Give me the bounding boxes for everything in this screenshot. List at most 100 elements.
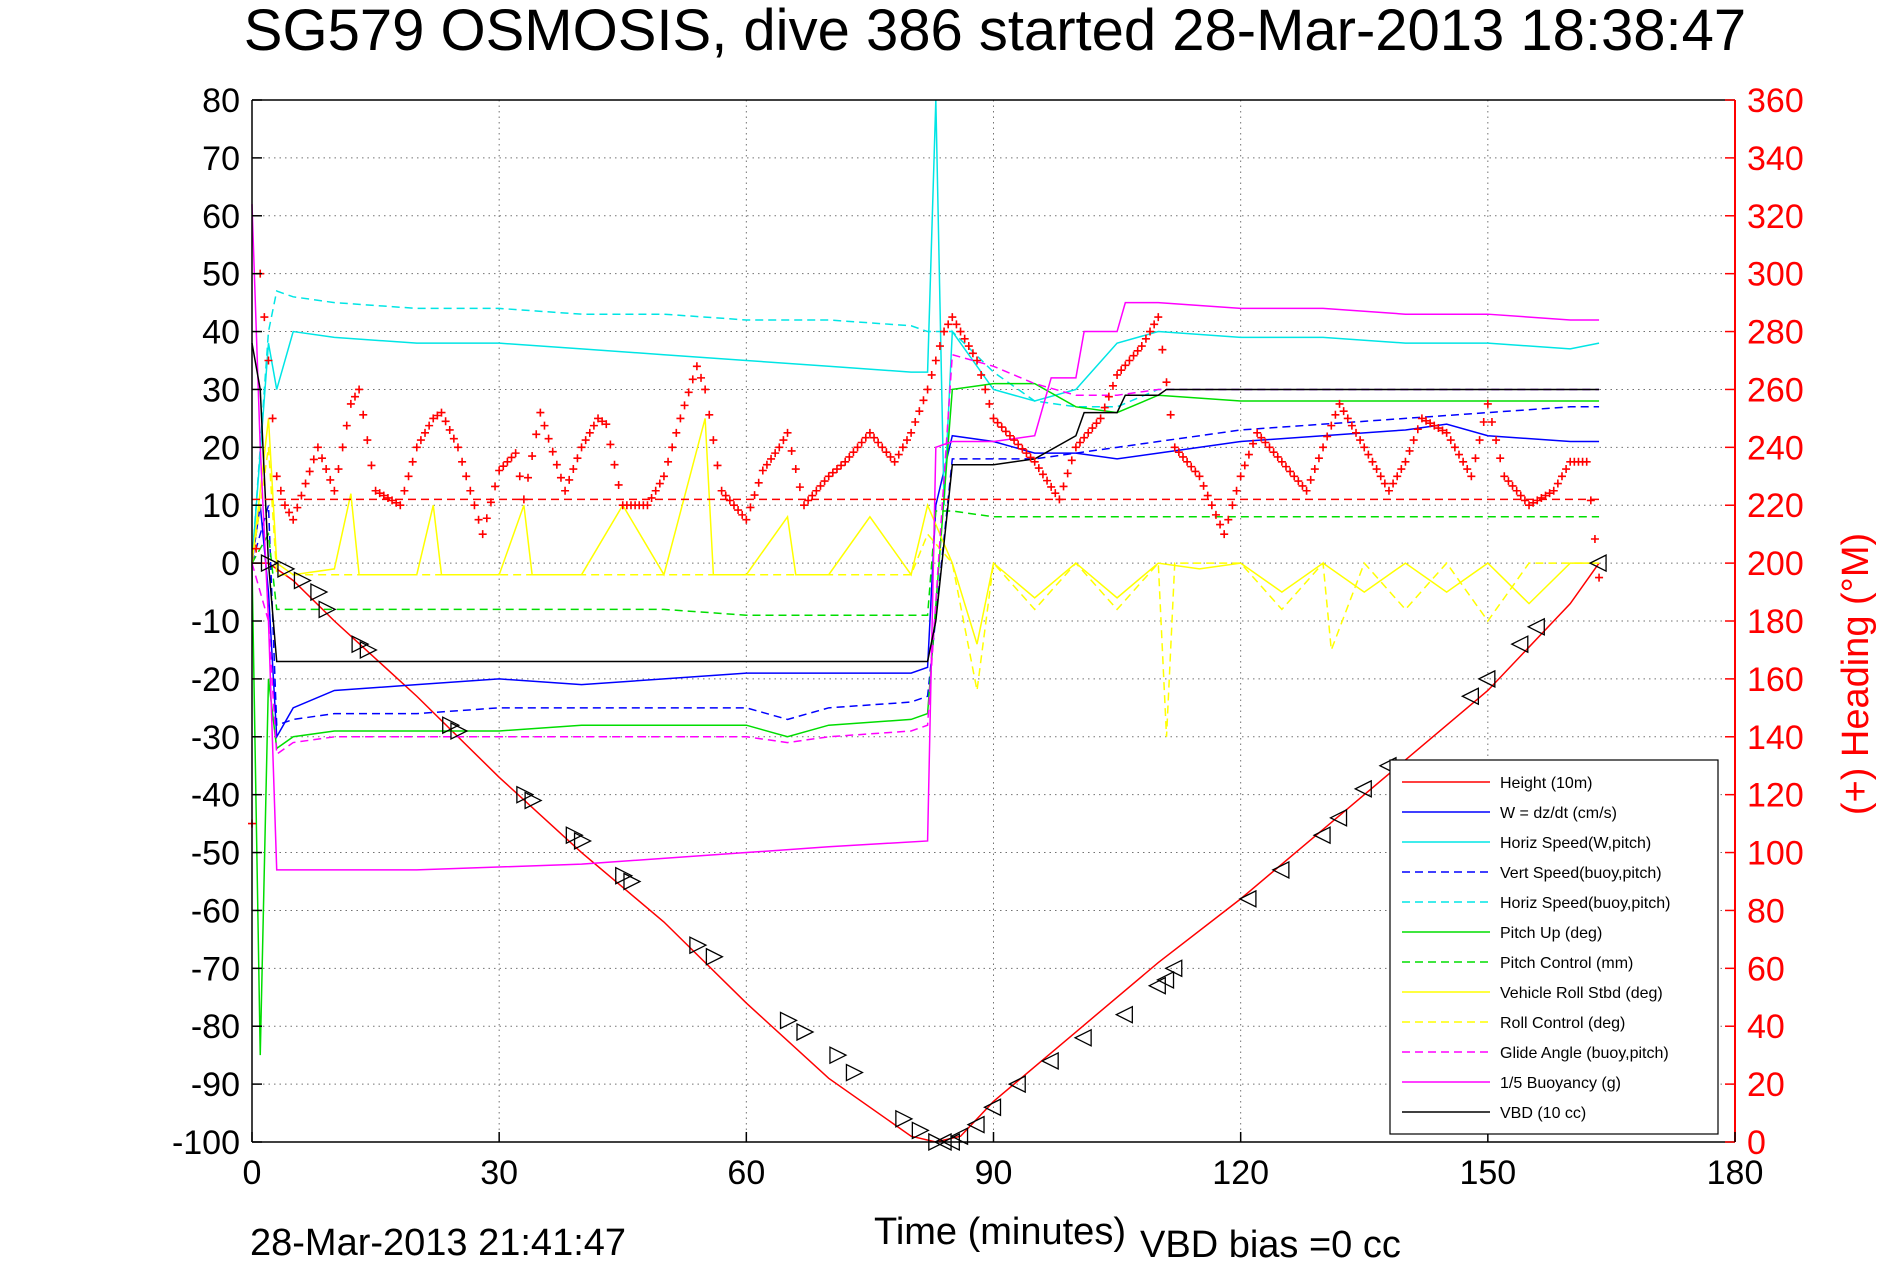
heading-point	[1273, 452, 1282, 461]
heading-point	[993, 418, 1002, 427]
waypoint-marker	[796, 1022, 815, 1042]
heading-point	[952, 320, 961, 329]
legend-entry: Height (10m)	[1500, 775, 1592, 792]
heading-point	[762, 460, 771, 469]
heading-point	[1356, 436, 1365, 445]
heading-point	[1582, 457, 1591, 466]
waypoint-marker	[310, 583, 329, 602]
heading-point	[301, 479, 310, 488]
heading-point	[832, 465, 841, 474]
waypoint-marker	[1040, 1051, 1059, 1071]
heading-point	[940, 327, 949, 336]
heading-point	[1557, 472, 1566, 481]
heading-point	[1191, 467, 1200, 476]
legend-entry: W = dz/dt (cm/s)	[1500, 805, 1617, 822]
legend-entry: 1/5 Buoyancy (g)	[1500, 1075, 1621, 1092]
waypoint-marker	[705, 947, 724, 966]
heading-point	[865, 428, 874, 437]
pitch-control-mm-line	[251, 510, 1600, 616]
heading-point	[1038, 470, 1047, 479]
pitch-up-deg-line	[251, 382, 1600, 1056]
heading-point	[1541, 491, 1550, 500]
heading-point	[1549, 486, 1558, 495]
heading-point	[289, 515, 298, 524]
waypoint-marker	[983, 1098, 1002, 1117]
heading-point	[1393, 472, 1402, 481]
heading-point	[598, 417, 607, 426]
heading-point	[305, 467, 314, 476]
left-tick-label: 70	[202, 140, 240, 178]
heading-point	[837, 461, 846, 470]
heading-point	[1323, 432, 1332, 441]
x-tick-label: 120	[1212, 1154, 1269, 1192]
left-tick-label: 20	[202, 429, 240, 467]
heading-point	[433, 411, 442, 420]
heading-point	[1059, 482, 1068, 491]
heading-point	[676, 414, 685, 423]
heading-point	[581, 436, 590, 445]
heading-point	[573, 454, 582, 463]
glide-angle-buoy-pitch-line	[251, 353, 1600, 756]
heading-point	[1331, 410, 1340, 419]
heading-point	[1117, 366, 1126, 375]
heading-point	[944, 320, 953, 329]
waypoint-marker	[1477, 669, 1496, 688]
heading-point	[1178, 452, 1187, 461]
x-tick-label: 60	[727, 1154, 765, 1192]
heading-point	[1380, 479, 1389, 488]
waypoint-marker	[1007, 1075, 1026, 1094]
waypoint-marker	[1114, 1005, 1133, 1024]
heading-point	[1298, 481, 1307, 490]
heading-point	[828, 468, 837, 477]
heading-point	[544, 434, 553, 443]
heading-point	[767, 454, 776, 463]
heading-point	[1446, 436, 1455, 445]
heading-point	[412, 443, 421, 452]
heading-point	[1397, 465, 1406, 474]
heading-point	[441, 417, 450, 426]
heading-point	[1071, 443, 1080, 452]
heading-point	[956, 327, 965, 336]
heading-point	[602, 420, 611, 429]
heading-point	[342, 421, 351, 430]
heading-point	[1150, 320, 1159, 329]
1-5-buoyancy-g-line	[251, 204, 1600, 871]
heading-point	[1063, 469, 1072, 478]
heading-point	[1327, 421, 1336, 430]
heading-point	[540, 421, 549, 430]
plot-series	[248, 99, 1607, 1152]
heading-point	[754, 478, 763, 487]
heading-point	[445, 425, 454, 434]
heading-point	[861, 433, 870, 442]
heading-point	[1174, 448, 1183, 457]
left-tick-label: 50	[202, 256, 240, 294]
heading-point	[1092, 419, 1101, 428]
left-tick-label: -10	[191, 603, 240, 641]
heading-point	[734, 506, 743, 515]
heading-point	[1508, 481, 1517, 490]
heading-point	[1121, 361, 1130, 370]
waypoint-marker	[623, 872, 642, 891]
heading-point	[437, 408, 446, 417]
heading-point	[499, 462, 508, 471]
heading-point	[1504, 477, 1513, 486]
heading-point	[355, 385, 364, 394]
heading-point	[1146, 327, 1155, 336]
heading-point	[1492, 436, 1501, 445]
heading-point	[1455, 450, 1463, 459]
waypoint-marker	[689, 936, 708, 955]
heading-point	[1590, 534, 1599, 543]
heading-point	[614, 480, 623, 489]
x-tick-label: 150	[1459, 1154, 1516, 1192]
waypoint-marker	[293, 571, 312, 590]
heading-point	[981, 385, 990, 394]
heading-point	[470, 501, 479, 510]
heading-point	[1290, 472, 1299, 481]
heading-point	[738, 510, 747, 519]
left-tick-label: -50	[191, 835, 240, 873]
right-tick-label: 140	[1747, 719, 1804, 757]
left-tick-label: 80	[202, 82, 240, 120]
heading-point	[449, 434, 458, 443]
heading-point	[416, 436, 425, 445]
heading-point	[1162, 378, 1171, 387]
